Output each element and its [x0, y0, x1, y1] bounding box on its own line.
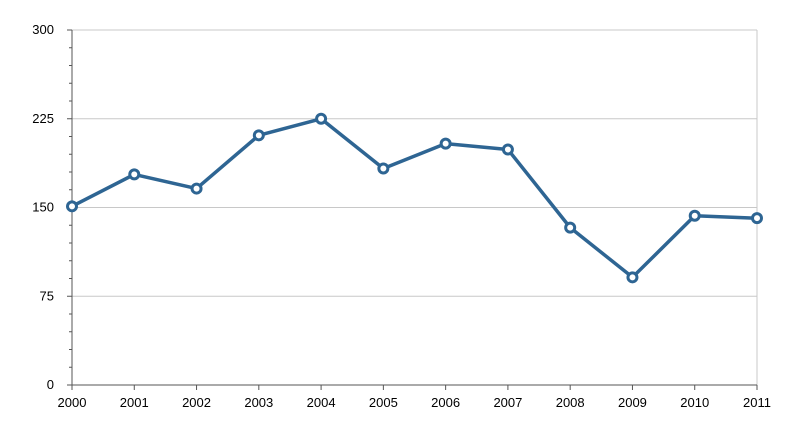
x-tick-label: 2001 — [120, 395, 149, 410]
data-point-2011 — [751, 212, 763, 225]
x-tick-label: 2002 — [182, 395, 211, 410]
data-points — [66, 112, 763, 284]
data-point-2000 — [66, 200, 78, 213]
data-point-2001 — [128, 168, 141, 181]
data-point-2010 — [688, 209, 701, 222]
data-point-2002 — [190, 182, 203, 195]
series-line-group — [70, 117, 759, 280]
x-tick-label: 2009 — [618, 395, 647, 410]
y-tick-label: 75 — [40, 288, 54, 303]
axes — [67, 29, 758, 390]
x-tick-label: 2003 — [244, 395, 273, 410]
y-tick-labels: 0 75 150 225 300 — [32, 22, 54, 392]
data-point-2008 — [564, 221, 577, 234]
series-line-0 — [70, 117, 759, 280]
data-point-2007 — [501, 143, 514, 156]
data-point-2003 — [252, 129, 265, 142]
data-point-2006 — [439, 137, 452, 150]
x-tick-labels: 2000 2001 2002 2003 2004 2005 2006 2007 2008 2009… — [58, 395, 771, 410]
data-point-2005 — [377, 162, 390, 175]
x-tick-label: 2000 — [58, 395, 87, 410]
data-point-2004 — [315, 112, 328, 125]
y-tick-label: 300 — [32, 22, 54, 37]
x-tick-label: 2004 — [307, 395, 336, 410]
x-tick-label: 2011 — [743, 395, 771, 410]
x-tick-label: 2008 — [556, 395, 585, 410]
x-tick-label: 2007 — [493, 395, 522, 410]
grid-lines — [72, 29, 758, 385]
y-tick-label: 0 — [47, 377, 54, 392]
y-tick-label: 150 — [32, 200, 54, 215]
x-tick-label: 2006 — [431, 395, 460, 410]
x-tick-label: 2010 — [680, 395, 709, 410]
y-tick-label: 225 — [32, 111, 54, 126]
data-point-2009 — [626, 271, 639, 284]
x-tick-label: 2005 — [369, 395, 398, 410]
